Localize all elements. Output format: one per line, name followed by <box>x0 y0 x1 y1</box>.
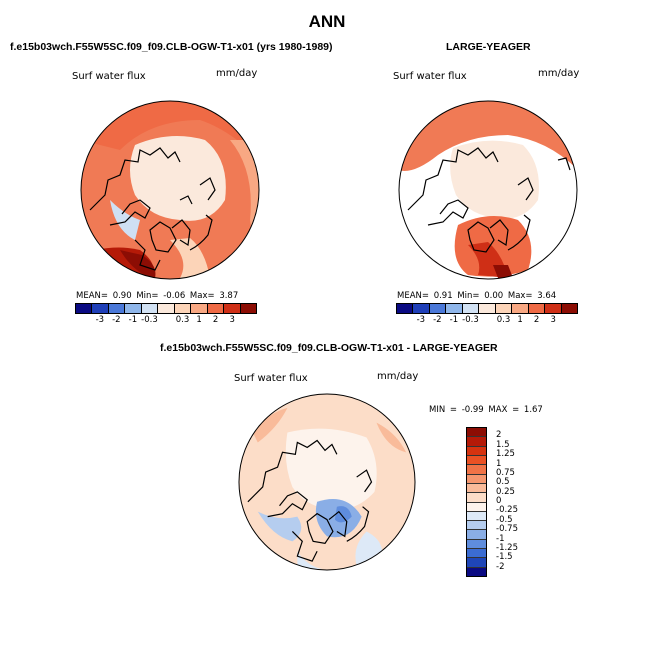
colorbar-swatch <box>467 521 486 531</box>
colorbar-swatch <box>240 304 256 313</box>
panel2-arctic-low-flux <box>450 140 539 219</box>
colorbar-tick-label: -2 <box>496 561 505 572</box>
colorbar-tick-label: 2 <box>496 430 502 441</box>
colorbar-swatch <box>429 304 447 313</box>
colorbar-swatch <box>224 304 241 313</box>
colorbar-tick-label: -0.25 <box>496 505 518 516</box>
colorbar-swatch <box>92 304 109 313</box>
panel3-colorbar <box>466 427 487 577</box>
panel2-title: LARGE-YEAGER <box>446 41 531 53</box>
panel3-title: f.e15b03wch.F55W5SC.f09_f09.CLB-OGW-T1-x… <box>160 342 498 354</box>
colorbar-tick-label: -1 <box>449 315 459 325</box>
colorbar-swatch <box>125 304 142 313</box>
colorbar-tick-label: 1 <box>196 315 202 325</box>
colorbar-swatch <box>467 493 486 503</box>
colorbar-swatch <box>446 304 463 313</box>
colorbar-tick-label: -0.75 <box>496 524 518 535</box>
colorbar-swatch <box>545 304 562 313</box>
colorbar-tick-label: 3 <box>229 315 235 325</box>
colorbar-swatch <box>467 502 486 512</box>
colorbar-tick-label: -0.5 <box>496 514 513 525</box>
colorbar-swatch <box>467 437 486 447</box>
colorbar-swatch <box>467 539 486 550</box>
panel2-variable-label: Surf water flux <box>393 71 467 82</box>
panel3-colorbar-ticks: 2 1.5 1.25 1 0.75 0.5 0.25 0 -0.25 -0.5 -0.75 -1 -1.… <box>496 427 536 577</box>
panel2-colorbar-ticks: -3 -2 -1 -0.3 0.3 1 2 3 <box>396 315 578 327</box>
panel1-negative-region <box>110 200 140 240</box>
colorbar-tick-label: -3 <box>95 315 105 325</box>
panel1-title: f.e15b03wch.F55W5SC.f09_f09.CLB-OGW-T1-x… <box>10 41 333 53</box>
panel1-colorbar <box>75 303 257 314</box>
colorbar-tick-label: 0.25 <box>496 486 515 497</box>
colorbar-swatch <box>467 483 486 494</box>
colorbar-tick-label: 1.25 <box>496 449 515 460</box>
colorbar-swatch <box>467 474 486 484</box>
panel2-colorbar <box>396 303 578 314</box>
colorbar-swatch <box>158 304 175 313</box>
colorbar-swatch <box>462 304 480 313</box>
colorbar-swatch <box>561 304 577 313</box>
colorbar-tick-label: -0.3 <box>141 315 158 325</box>
panel2-flux-field <box>399 101 577 171</box>
colorbar-tick-label: 1 <box>496 458 502 469</box>
colorbar-tick-label: -1 <box>128 315 138 325</box>
panel2-stats: MEAN= 0.91 Min= 0.00 Max= 3.64 <box>397 291 557 301</box>
panel3-variable-label: Surf water flux <box>234 373 308 384</box>
panel2-polar-map <box>398 100 578 280</box>
panel1-colorbar-ticks: -3 -2 -1 -0.3 0.3 1 2 3 <box>75 315 257 327</box>
colorbar-tick-label: 0.3 <box>175 315 190 325</box>
colorbar-swatch <box>413 304 430 313</box>
colorbar-tick-label: -3 <box>416 315 426 325</box>
panel3-units-label: mm/day <box>377 371 419 382</box>
panel2-units-label: mm/day <box>538 68 580 79</box>
panel3-polar-map <box>238 393 416 571</box>
panel3-stats: MIN = -0.99 MAX = 1.67 <box>429 405 543 415</box>
colorbar-swatch <box>467 558 486 568</box>
panel1-units-label: mm/day <box>216 68 258 79</box>
colorbar-swatch <box>141 304 159 313</box>
colorbar-swatch <box>174 304 192 313</box>
colorbar-swatch <box>397 304 414 313</box>
panel1-polar-map <box>80 100 260 280</box>
colorbar-tick-label: -1.25 <box>496 542 518 553</box>
panel1-variable-label: Surf water flux <box>72 71 146 82</box>
figure-title: ANN <box>308 12 346 31</box>
colorbar-swatch <box>467 530 486 540</box>
colorbar-tick-label: 2 <box>533 315 540 325</box>
panel1-arctic-low-flux <box>130 136 226 221</box>
colorbar-tick-label: 1 <box>517 315 523 325</box>
colorbar-tick-label: 0.75 <box>496 467 515 478</box>
colorbar-tick-label: -0.3 <box>462 315 479 325</box>
colorbar-swatch <box>528 304 546 313</box>
colorbar-tick-label: -1 <box>496 533 505 544</box>
colorbar-swatch <box>108 304 126 313</box>
colorbar-tick-label: -1.5 <box>496 552 513 563</box>
colorbar-tick-label: 0.5 <box>496 477 510 488</box>
colorbar-tick-label: 0.3 <box>496 315 511 325</box>
colorbar-swatch <box>479 304 496 313</box>
colorbar-tick-label: 2 <box>212 315 219 325</box>
colorbar-swatch <box>467 567 486 576</box>
colorbar-swatch <box>467 549 486 559</box>
colorbar-swatch <box>207 304 225 313</box>
colorbar-tick-label: 3 <box>550 315 556 325</box>
colorbar-swatch <box>467 446 486 456</box>
colorbar-tick-label: 0 <box>496 496 502 506</box>
colorbar-swatch <box>512 304 529 313</box>
colorbar-tick-label: 1.5 <box>496 439 510 450</box>
panel3-negative-region <box>257 511 302 542</box>
colorbar-swatch <box>191 304 208 313</box>
colorbar-swatch <box>76 304 93 313</box>
colorbar-swatch <box>467 511 486 522</box>
colorbar-swatch <box>467 428 486 438</box>
colorbar-tick-label: -2 <box>112 315 121 325</box>
colorbar-swatch <box>495 304 513 313</box>
colorbar-swatch <box>467 465 486 475</box>
colorbar-swatch <box>467 455 486 466</box>
panel1-stats: MEAN= 0.90 Min= -0.06 Max= 3.87 <box>76 291 239 301</box>
colorbar-tick-label: -2 <box>433 315 442 325</box>
